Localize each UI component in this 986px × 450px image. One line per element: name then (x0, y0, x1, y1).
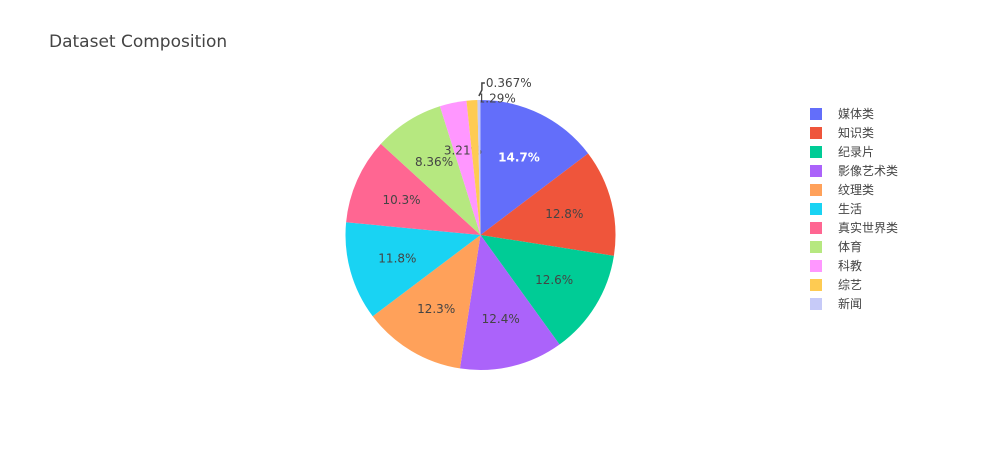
legend-swatch (810, 240, 822, 253)
legend-label: 纹理类 (838, 183, 875, 197)
slice-label: 11.8% (378, 252, 416, 266)
legend-swatch (810, 259, 822, 272)
pie-slice[interactable] (346, 143, 481, 235)
legend-swatch (810, 183, 822, 196)
pie-slice[interactable] (372, 235, 481, 369)
pie-slice[interactable] (345, 222, 481, 317)
legend-item[interactable]: 纹理类 (810, 180, 898, 199)
legend-item[interactable]: 新闻 (810, 294, 898, 313)
slice-label: 12.4% (482, 312, 520, 326)
slice-label: 0.367% (486, 76, 532, 90)
slice-label: 12.6% (535, 273, 573, 287)
pie-slice[interactable] (480, 100, 589, 235)
legend-item[interactable]: 真实世界类 (810, 218, 898, 237)
slice-label: 12.3% (417, 302, 455, 316)
legend-label: 媒体类 (838, 107, 875, 121)
legend-swatch (810, 107, 822, 120)
slice-label: 8.36% (415, 155, 453, 169)
chart-title: Dataset Composition (49, 32, 228, 52)
slice-label: 12.8% (545, 207, 583, 221)
legend-swatch (810, 202, 822, 215)
legend-label: 综艺 (838, 278, 863, 292)
pie-slice[interactable] (477, 100, 481, 235)
slice-label: 14.7% (498, 151, 540, 165)
legend-label: 新闻 (838, 297, 863, 311)
legend-swatch (810, 297, 822, 310)
legend-item[interactable]: 生活 (810, 199, 898, 218)
pie-slice[interactable] (439, 100, 481, 235)
legend-item[interactable]: 体育 (810, 237, 898, 256)
legend-swatch (810, 164, 822, 177)
legend-swatch (810, 278, 822, 291)
pie-slice[interactable] (459, 235, 560, 370)
pie-slice[interactable] (480, 153, 616, 256)
legend-label: 科教 (838, 259, 863, 273)
legend-label: 影像艺术类 (838, 164, 899, 178)
legend-swatch (810, 145, 822, 158)
legend-item[interactable]: 科教 (810, 256, 898, 275)
legend-item[interactable]: 综艺 (810, 275, 898, 294)
legend-item[interactable]: 知识类 (810, 123, 898, 142)
pie-slice[interactable] (380, 106, 481, 235)
legend-item[interactable]: 媒体类 (810, 104, 898, 123)
slice-label: 10.3% (382, 193, 420, 207)
slice-label: 1.29% (478, 91, 516, 105)
legend-swatch (810, 126, 822, 139)
legend-label: 真实世界类 (838, 221, 899, 235)
legend-label: 体育 (838, 240, 863, 254)
pie-slice[interactable] (480, 235, 614, 345)
legend: 媒体类知识类纪录片影像艺术类纹理类生活真实世界类体育科教综艺新闻 (810, 104, 898, 313)
legend-swatch (810, 221, 822, 234)
legend-item[interactable]: 影像艺术类 (810, 161, 898, 180)
pie-slice[interactable] (466, 100, 481, 235)
legend-item[interactable]: 纪录片 (810, 142, 898, 161)
legend-label: 纪录片 (838, 145, 875, 159)
legend-label: 生活 (838, 202, 863, 216)
legend-label: 知识类 (838, 126, 875, 140)
label-leader-line (478, 82, 485, 97)
